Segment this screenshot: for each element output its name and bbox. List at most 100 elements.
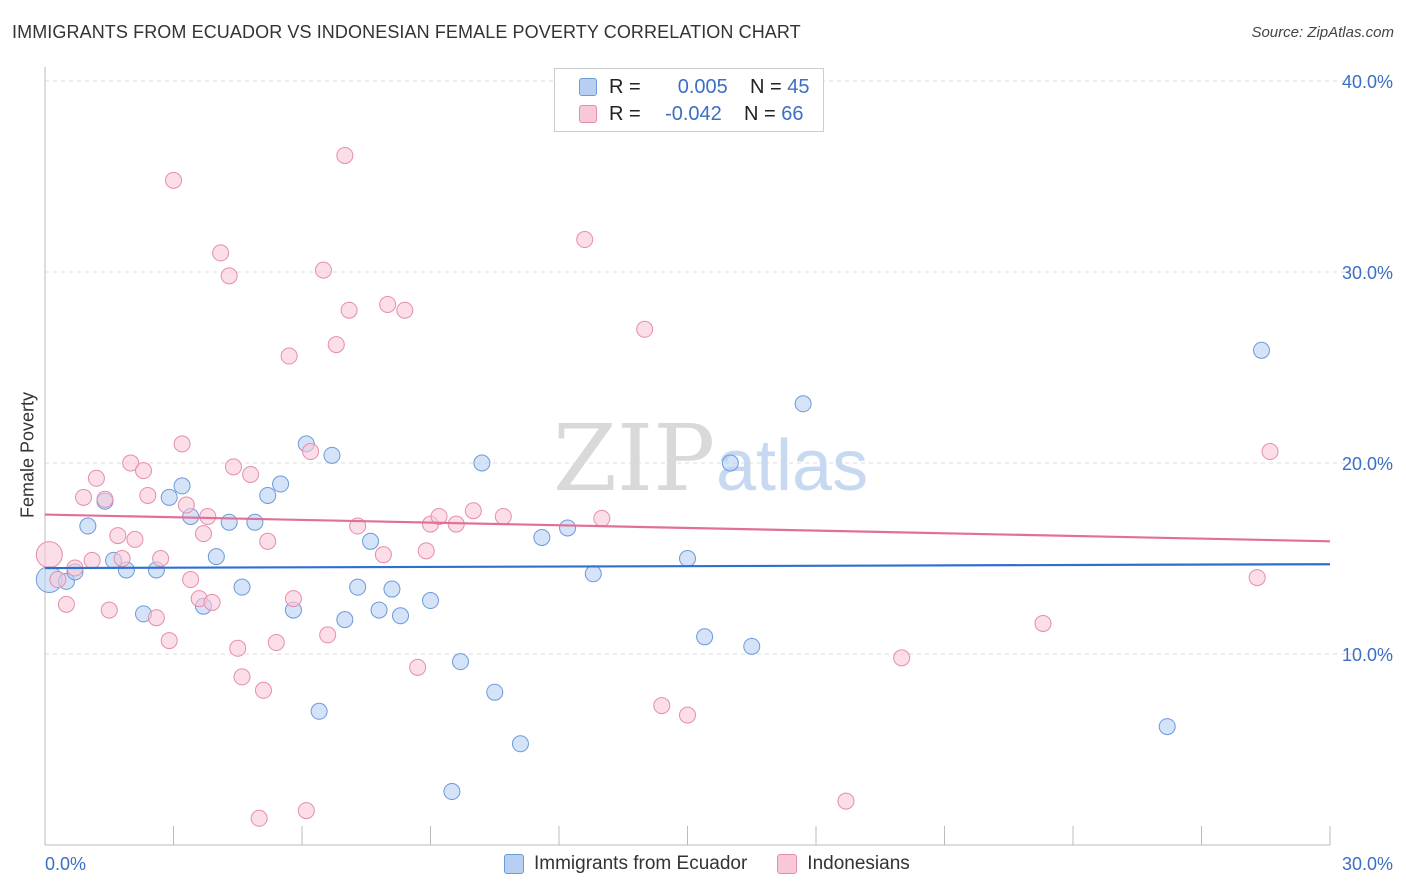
data-point: [679, 706, 696, 724]
data-point: [199, 507, 217, 525]
data-point: [173, 477, 191, 495]
data-point: [284, 590, 302, 608]
data-point: [220, 513, 238, 531]
data-point: [272, 475, 290, 493]
data-point: [126, 530, 144, 548]
series-swatch-blue: [504, 854, 524, 874]
data-point: [336, 611, 354, 629]
data-point: [370, 601, 388, 619]
data-point: [396, 301, 414, 319]
data-point: [152, 550, 170, 567]
data-point: [336, 146, 354, 164]
data-point: [242, 465, 260, 483]
data-point: [1252, 341, 1270, 359]
data-point: [83, 551, 101, 569]
trend-lines: [44, 513, 1331, 570]
data-point: [636, 320, 654, 338]
data-point: [584, 565, 602, 583]
data-point: [207, 548, 225, 566]
legend-r-value: -0.042: [665, 102, 722, 125]
data-point: [392, 607, 410, 625]
data-point: [147, 609, 165, 627]
data-point: [837, 792, 855, 810]
y-tick-label: 30.0%: [1342, 263, 1393, 283]
watermark-zip: ZIP: [553, 405, 715, 512]
legend-n-value: 45: [787, 75, 810, 98]
data-point: [1158, 718, 1176, 736]
data-point: [533, 528, 551, 546]
data-point: [464, 502, 482, 520]
data-point: [212, 244, 230, 262]
data-point: [310, 702, 328, 720]
chart-title: IMMIGRANTS FROM ECUADOR VS INDONESIAN FE…: [12, 22, 801, 42]
data-point: [721, 454, 739, 472]
data-point: [182, 571, 200, 589]
series-swatch-pink: [777, 854, 798, 874]
data-point: [165, 171, 182, 189]
y-tick-label: 20.0%: [1342, 454, 1393, 474]
data-point: [593, 509, 611, 527]
data-point: [383, 580, 401, 598]
tick-labels: 10.0% 20.0% 30.0% 40.0% 0.0% 30.0%: [45, 72, 1393, 874]
series-legend-indonesians[interactable]: Indonesians: [777, 853, 910, 875]
data-point: [417, 542, 435, 560]
data-point: [1248, 569, 1266, 587]
data-point: [319, 626, 337, 644]
data-point: [486, 683, 504, 701]
data-point: [362, 532, 380, 550]
data-point: [340, 301, 358, 319]
data-point: [743, 637, 761, 655]
correlation-legend: R = 0.005 N = 45 R = -0.042 N = 66: [554, 68, 824, 132]
legend-swatch-pink: [579, 105, 597, 123]
series-legend-label: Immigrants from Ecuador: [534, 853, 748, 874]
data-point: [267, 634, 285, 652]
data-point: [794, 395, 812, 413]
series-legend-ecuador[interactable]: Immigrants from Ecuador: [504, 853, 747, 875]
data-point: [79, 517, 97, 535]
watermark: ZIP atlas: [553, 405, 868, 512]
series-legend-label: Indonesians: [807, 853, 910, 874]
data-point: [349, 578, 367, 596]
data-point: [653, 697, 671, 715]
data-points: [35, 146, 1279, 827]
data-point: [327, 336, 345, 354]
legend-row-indonesians: R = -0.042 N = 66: [579, 102, 804, 126]
data-point: [194, 525, 212, 543]
data-point: [122, 454, 140, 472]
data-point: [177, 496, 195, 514]
series-legend: Immigrants from Ecuador Indonesians: [504, 851, 910, 877]
y-tick-label: 10.0%: [1342, 645, 1393, 665]
grid-lines: [45, 80, 1392, 655]
data-point: [139, 486, 157, 504]
legend-n-value: 66: [781, 102, 804, 125]
legend-r-value: 0.005: [677, 75, 728, 98]
data-point: [696, 628, 714, 646]
data-point: [246, 513, 264, 531]
data-point: [511, 735, 529, 753]
data-point: [224, 458, 242, 476]
data-point: [430, 507, 448, 525]
data-point: [254, 681, 272, 699]
data-point: [679, 550, 696, 567]
x-tick-label: 30.0%: [1342, 854, 1393, 874]
data-point: [160, 632, 178, 650]
data-point: [229, 639, 247, 657]
y-axis-label: Female Poverty: [17, 391, 38, 519]
data-point: [494, 507, 512, 525]
data-point: [559, 519, 577, 537]
data-point: [451, 653, 469, 671]
data-point: [374, 546, 392, 564]
data-point: [57, 595, 75, 613]
data-point: [259, 486, 277, 504]
data-point: [323, 446, 341, 464]
data-point: [1034, 614, 1052, 632]
data-point: [87, 469, 105, 487]
axes: [44, 67, 1331, 846]
data-point: [160, 488, 178, 506]
data-point: [250, 809, 268, 827]
data-point: [113, 550, 131, 567]
legend-r-label: R =: [609, 102, 641, 125]
x-tick-label: 0.0%: [45, 854, 86, 874]
data-point: [35, 541, 63, 569]
